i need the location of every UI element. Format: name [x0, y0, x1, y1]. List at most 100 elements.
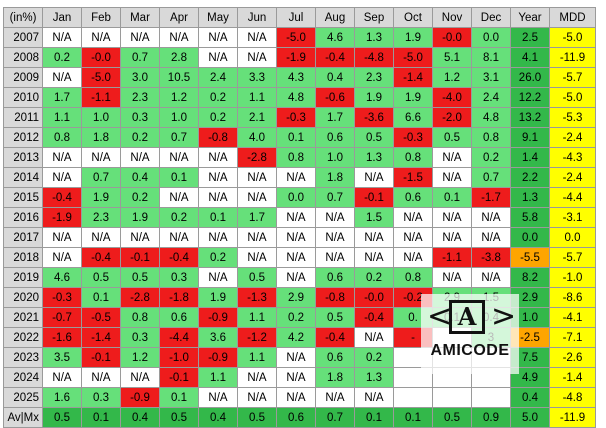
mdd-cell: -4.8: [549, 387, 596, 408]
year-label: 2025: [3, 387, 43, 408]
monthly-return-cell: -0.3: [276, 107, 316, 128]
monthly-return-cell: -0.3: [42, 287, 82, 308]
table-row: 2020 -0.3 0.1 -2.8 -1.8 1.9 -1.3 2.9 -0.8 -0.0 -0.…: [3, 287, 596, 308]
monthly-return-cell: N/A: [42, 27, 82, 48]
monthly-return-cell: 1.1: [237, 347, 277, 368]
mdd-cell: -7.1: [549, 327, 596, 348]
monthly-return-cell: N/A: [237, 367, 277, 388]
monthly-return-cell: -5.0: [81, 67, 121, 88]
average-max-label: Av|Mx: [3, 407, 43, 428]
year-return-cell: 1.0: [510, 307, 550, 328]
monthly-return-cell: 0.2: [198, 107, 238, 128]
year-label: 2015: [3, 187, 43, 208]
mdd-cell: -5.0: [549, 87, 596, 108]
header-jan: Jan: [42, 7, 82, 28]
monthly-return-cell: 1.9: [354, 87, 394, 108]
monthly-return-cell: N/A: [120, 367, 160, 388]
year-return-cell: 0.4: [510, 387, 550, 408]
monthly-return-cell: N/A: [42, 367, 82, 388]
year-return-cell: 1.4: [510, 147, 550, 168]
mdd-cell: -3.1: [549, 207, 596, 228]
monthly-return-cell: 0.1: [159, 387, 199, 408]
monthly-return-cell: 4.8: [471, 107, 511, 128]
monthly-return-cell: 0.7: [81, 167, 121, 188]
monthly-return-cell: 1.7: [315, 107, 355, 128]
monthly-return-cell: 0.6: [315, 267, 355, 288]
table-row: 2015 -0.4 1.9 0.2 N/A N/A N/A 0.0 0.7 -0.1 0.6 0.1-…: [3, 187, 596, 208]
monthly-return-cell: -0.8: [198, 127, 238, 148]
monthly-return-cell: -0.1: [354, 187, 394, 208]
monthly-return-cell: N/A: [432, 227, 472, 248]
monthly-return-cell: -1.4: [81, 327, 121, 348]
monthly-return-cell: -0.4: [81, 247, 121, 268]
mdd-cell: -5.3: [549, 107, 596, 128]
monthly-return-cell: 0.8: [471, 127, 511, 148]
monthly-return-cell: N/A: [42, 247, 82, 268]
monthly-return-cell: -0.1: [120, 247, 160, 268]
header-feb: Feb: [81, 7, 121, 28]
logo-letter-icon: A: [449, 300, 485, 334]
monthly-return-cell: -0.9: [120, 387, 160, 408]
monthly-return-cell: 0.4: [120, 167, 160, 188]
monthly-return-cell: -0.6: [315, 87, 355, 108]
monthly-return-cell: 0.2: [471, 147, 511, 168]
monthly-return-cell: -1.9: [276, 47, 316, 68]
monthly-return-cell: 1.3: [354, 147, 394, 168]
year-label: 2014: [3, 167, 43, 188]
year-return-cell: 26.0: [510, 67, 550, 88]
monthly-return-cell: N/A: [276, 247, 316, 268]
year-return-cell: 0.0: [510, 227, 550, 248]
monthly-return-cell: 1.8: [315, 367, 355, 388]
mdd-cell: -4.3: [549, 147, 596, 168]
header-mar: Mar: [120, 7, 160, 28]
year-return-cell: 12.2: [510, 87, 550, 108]
mdd-cell: -11.9: [549, 47, 596, 68]
monthly-return-cell: -0.9: [198, 347, 238, 368]
year-label: 2019: [3, 267, 43, 288]
year-label: 2012: [3, 127, 43, 148]
year-label: 2007: [3, 27, 43, 48]
table-row: 2011 1.1 1.0 0.3 1.0 0.2 2.1 -0.3 1.7 -3.6 6.6 -2.0…: [3, 107, 596, 128]
monthly-return-cell: 3.1: [471, 67, 511, 88]
header-dec: Dec: [471, 7, 511, 28]
year-return-cell: 9.1: [510, 127, 550, 148]
monthly-return-cell: 4.8: [276, 87, 316, 108]
monthly-return-cell: N/A: [354, 247, 394, 268]
monthly-return-cell: -2.8: [120, 287, 160, 308]
monthly-return-cell: N/A: [159, 187, 199, 208]
monthly-return-cell: 1.3: [354, 367, 394, 388]
header-apr: Apr: [159, 7, 199, 28]
monthly-return-cell: 0.2: [276, 307, 316, 328]
year-return-cell: 2.2: [510, 167, 550, 188]
monthly-return-cell: -1.0: [159, 347, 199, 368]
header-jun: Jun: [237, 7, 277, 28]
monthly-return-cell: 1.2: [432, 67, 472, 88]
mdd-cell: -5.7: [549, 67, 596, 88]
year-label: 2011: [3, 107, 43, 128]
monthly-return-cell: N/A: [237, 187, 277, 208]
header-year: Year: [510, 7, 550, 28]
monthly-return-cell: 2.8: [159, 47, 199, 68]
mdd-cell: -2.4: [549, 127, 596, 148]
monthly-return-cell: -1.5: [393, 167, 433, 188]
monthly-return-cell: 0.1: [432, 187, 472, 208]
header-jul: Jul: [276, 7, 316, 28]
mdd-cell: -4.4: [549, 187, 596, 208]
monthly-return-cell: N/A: [393, 227, 433, 248]
average-cell: 0.1: [393, 407, 433, 428]
monthly-return-cell: N/A: [237, 27, 277, 48]
header-oct: Oct: [393, 7, 433, 28]
monthly-return-cell: -0.5: [81, 307, 121, 328]
monthly-return-cell: 0.5: [315, 307, 355, 328]
monthly-return-cell: 1.9: [198, 287, 238, 308]
monthly-return-cell: 8.1: [471, 47, 511, 68]
table-row: 2016 -1.9 2.3 1.9 0.2 0.1 1.7 N/A N/A 1.5 N/A N/A N/…: [3, 207, 596, 228]
monthly-return-cell: -1.3: [237, 287, 277, 308]
monthly-return-cell: 0.5: [354, 127, 394, 148]
year-return-cell: 4.9: [510, 367, 550, 388]
monthly-return-cell: -0.4: [159, 247, 199, 268]
monthly-return-cell: N/A: [432, 267, 472, 288]
monthly-return-cell: 0.7: [159, 127, 199, 148]
monthly-return-cell: -2.8: [237, 147, 277, 168]
monthly-return-cell: 0.8: [276, 147, 316, 168]
